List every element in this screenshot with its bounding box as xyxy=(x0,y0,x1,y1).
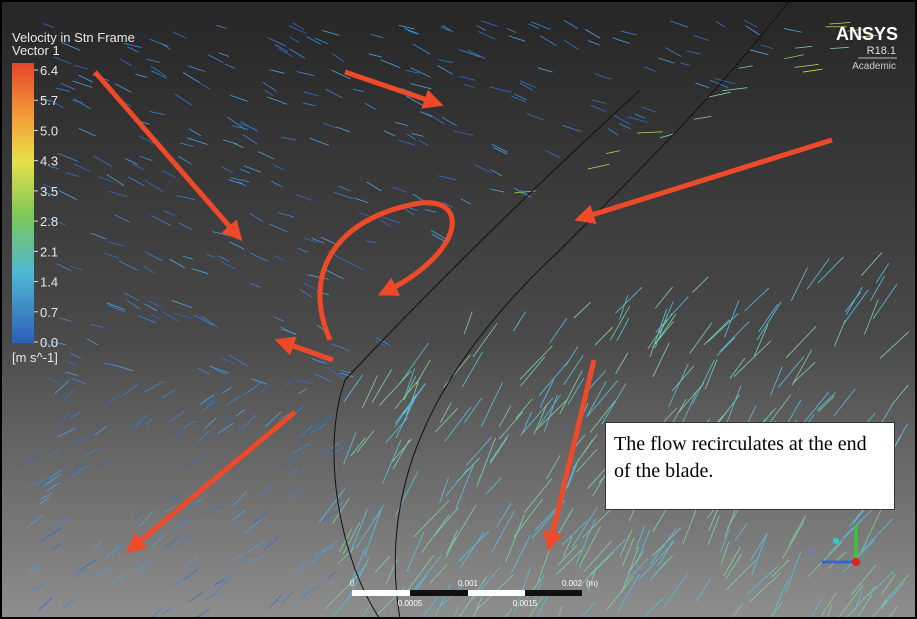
logo-name: ANSYS xyxy=(836,24,898,44)
legend-tick-label: 0.7 xyxy=(40,305,58,320)
annotation-box: The flow recirculates at the end of the … xyxy=(605,422,895,510)
screenshot: Velocity in Stn Frame Vector 1 6.45.75.0… xyxy=(0,0,917,619)
scale-bar xyxy=(352,590,582,596)
legend-subtitle: Vector 1 xyxy=(12,43,60,58)
legend-tick-label: 5.0 xyxy=(40,123,58,138)
legend-tick-label: 3.5 xyxy=(40,184,58,199)
scale-segment xyxy=(352,590,410,596)
scale-segment xyxy=(468,590,525,596)
legend-unit: [m s^-1] xyxy=(12,350,58,365)
scale-label: 0.0015 xyxy=(513,599,538,608)
scale-label: 0.002 xyxy=(562,579,583,588)
scale-label: 0.001 xyxy=(458,579,479,588)
legend-tick-label: 6.4 xyxy=(40,63,58,78)
triad-origin xyxy=(833,538,839,544)
background xyxy=(0,0,917,619)
color-bar xyxy=(12,63,34,343)
logo-edition: Academic xyxy=(852,61,896,72)
legend-tick-label: 1.4 xyxy=(40,275,58,290)
legend-tick-label: 0.0 xyxy=(40,335,58,350)
legend-tick-label: 5.7 xyxy=(40,93,58,108)
scale-label: 0.0005 xyxy=(398,599,423,608)
triad-label: Z xyxy=(808,549,815,561)
legend-tick-label: 2.8 xyxy=(40,214,58,229)
triad-x xyxy=(852,558,860,566)
logo-version: R18.1 xyxy=(867,45,896,57)
scale-unit: (m) xyxy=(586,579,598,588)
scale-segment xyxy=(410,590,468,596)
cfd-view: Velocity in Stn Frame Vector 1 6.45.75.0… xyxy=(0,0,917,619)
annotation: The flow recirculates at the end of the … xyxy=(614,433,867,482)
scale-segment xyxy=(525,590,582,596)
legend-tick-label: 4.3 xyxy=(40,154,58,169)
scale-label: 0 xyxy=(350,579,355,588)
legend-tick-label: 2.1 xyxy=(40,244,58,259)
